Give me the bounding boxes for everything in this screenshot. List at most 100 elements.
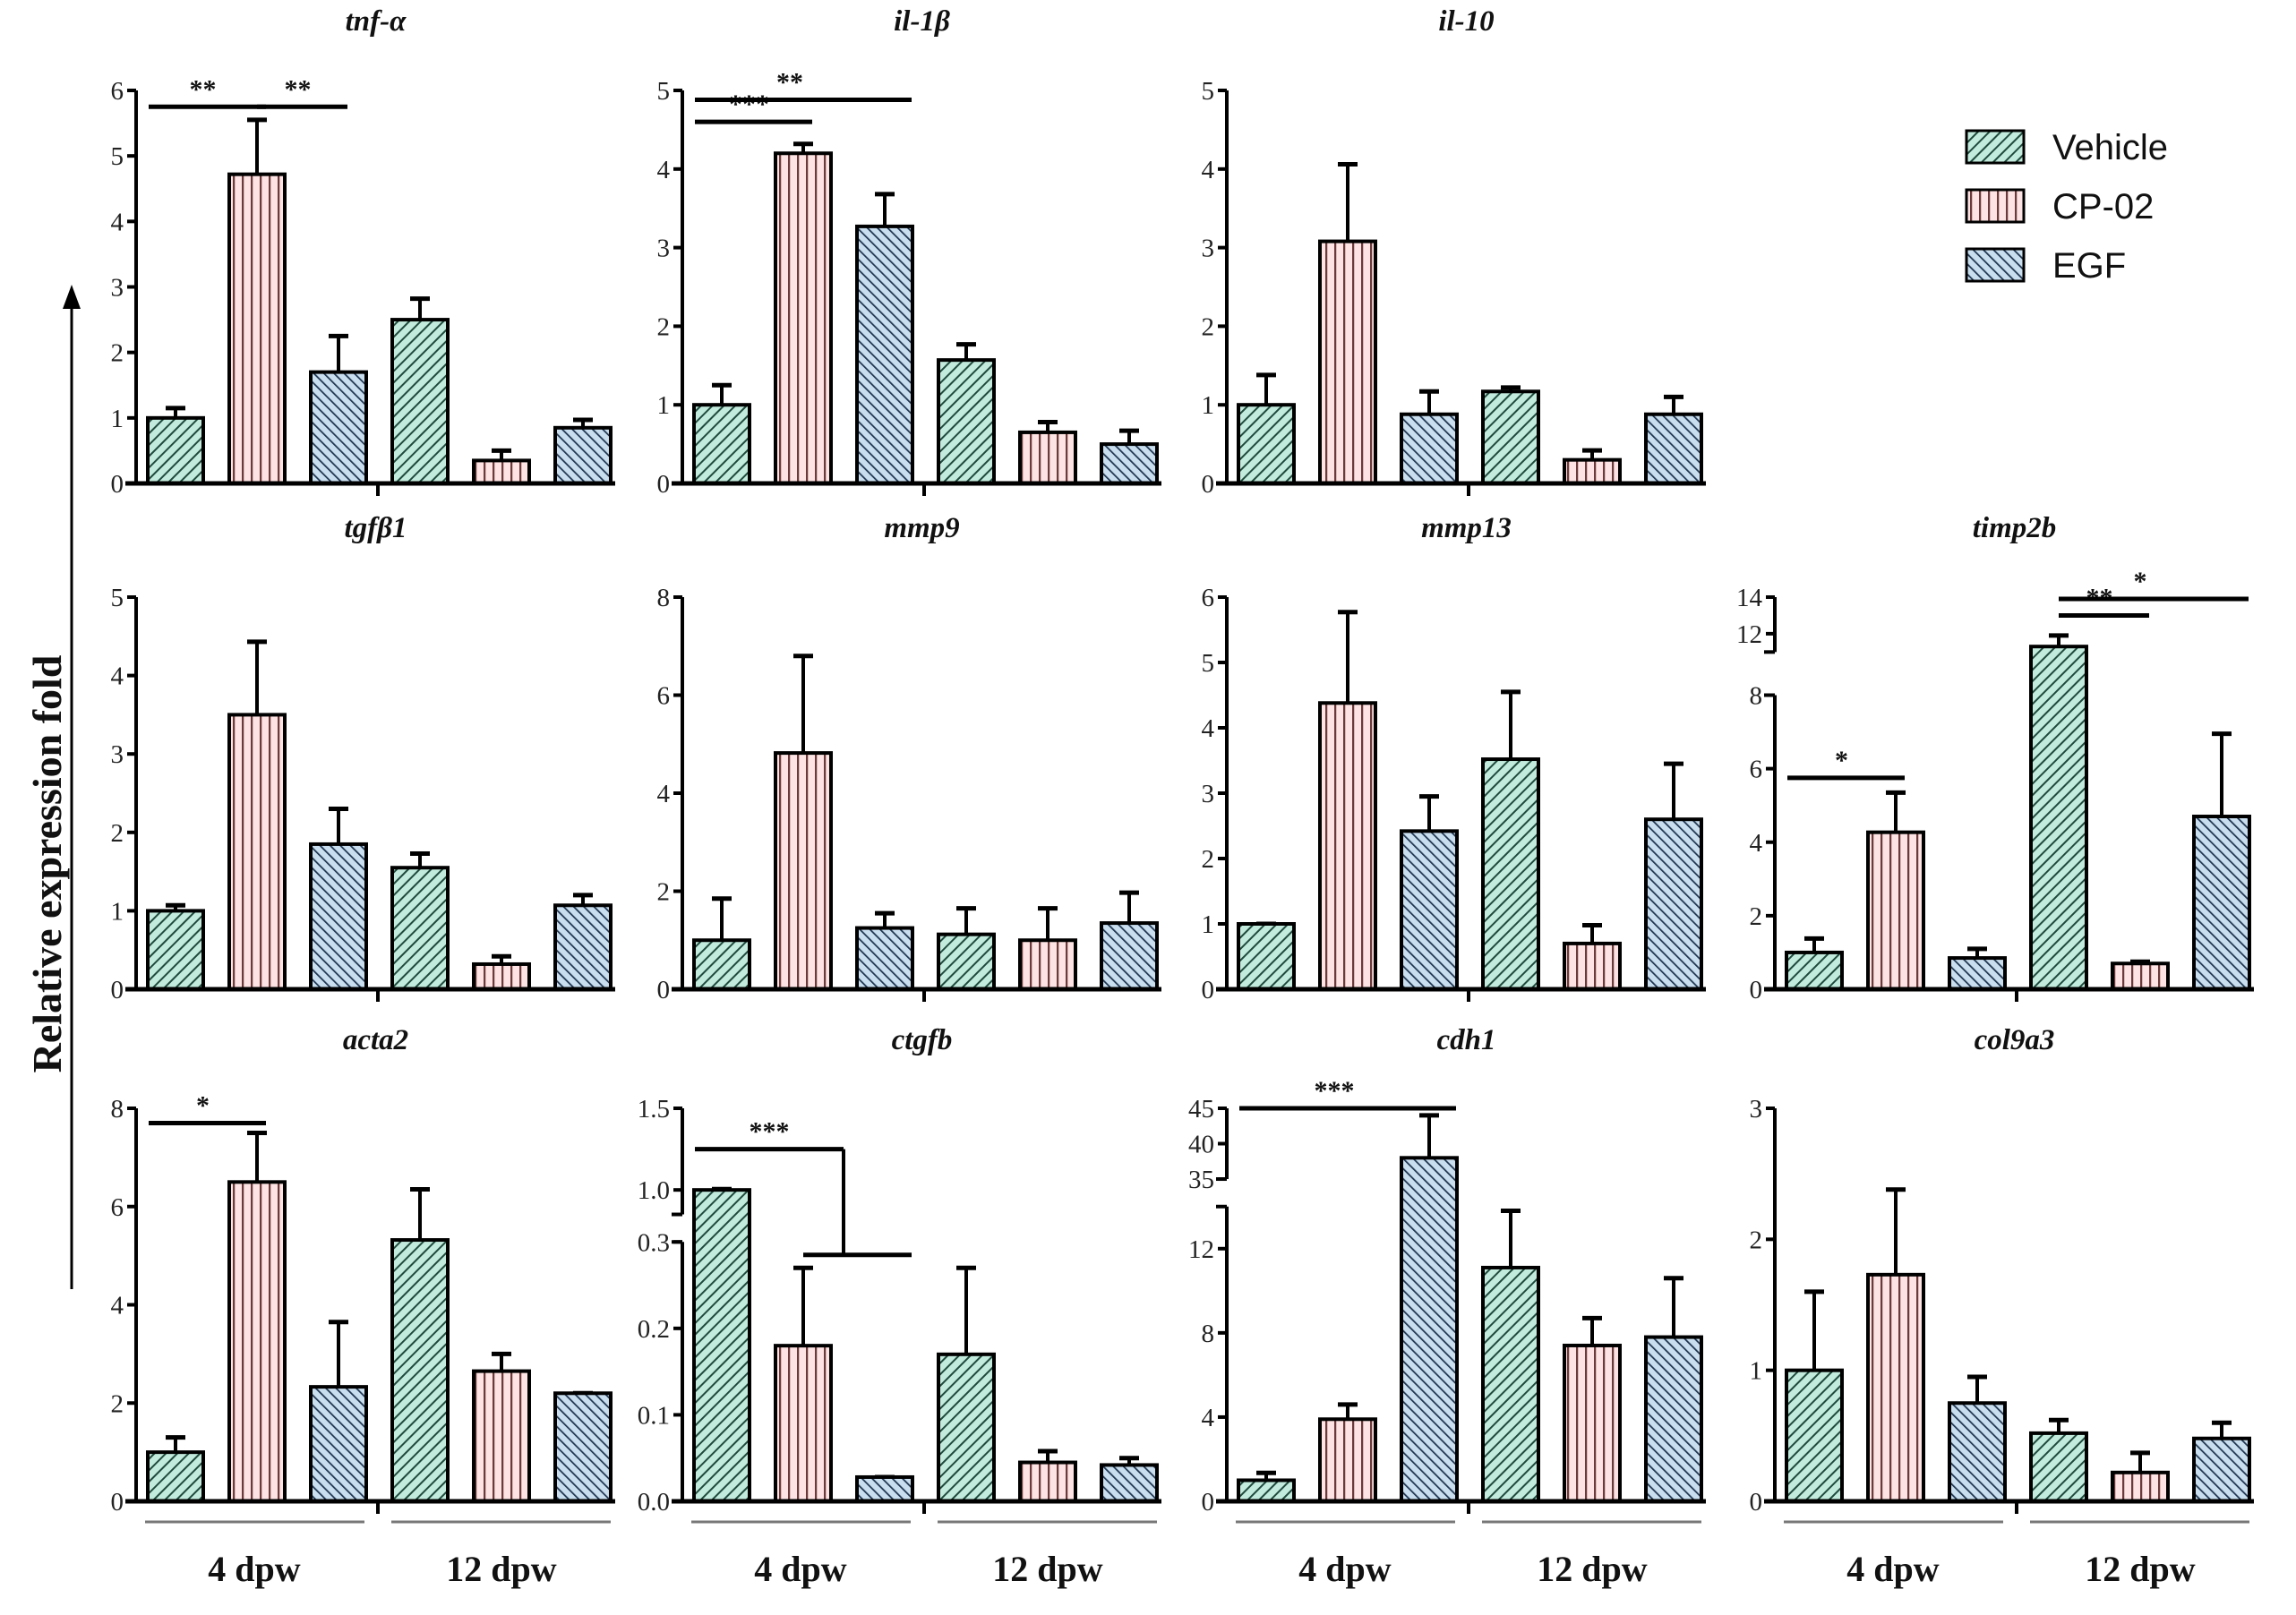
y-tick-label: 40 (1188, 1131, 1214, 1159)
bar-egf-4dpw (309, 370, 368, 485)
y-tick-label: 2 (1202, 312, 1215, 341)
panel-title: il-10 (1438, 5, 1494, 38)
y-tick-label: 3 (1750, 1095, 1763, 1124)
panel-mmp9: mmp9 0 2 4 6 8 (657, 512, 1161, 1004)
y-tick-label: 8 (1202, 1320, 1215, 1348)
bar-egf-4dpw (855, 1474, 914, 1504)
y-tick-label: 1.0 (638, 1176, 670, 1205)
bar-vehicle-12dpw (390, 318, 450, 486)
y-tick-label: 0 (111, 470, 124, 499)
y-tick-label: 4 (1202, 1404, 1215, 1432)
y-tick-label: 2 (657, 878, 671, 907)
y-tick-label: 4 (1750, 829, 1763, 858)
bar-vehicle-12dpw (1481, 757, 1540, 991)
y-tick-label: 5 (1202, 649, 1215, 678)
y-tick-label: 0 (657, 470, 671, 499)
bar-egf-12dpw (1100, 1463, 1159, 1503)
y-tick-label: 1 (1202, 391, 1215, 420)
bar-vehicle-4dpw (146, 1450, 205, 1503)
panel-acta2: acta2 0 2 4 6 8 * 4 dpw 12 dpw (111, 1024, 615, 1589)
panel-title: tgfβ1 (344, 512, 407, 544)
y-tick-label: 5 (657, 77, 671, 106)
legend-label-vehicle: Vehicle (2052, 128, 2168, 167)
y-tick-label: 8 (111, 1095, 124, 1124)
y-tick-label: 0 (1750, 1488, 1763, 1517)
panel-il10: il-10 0 1 2 3 4 5 (1202, 5, 1706, 499)
bar-cp02-4dpw (1866, 830, 1925, 992)
bar-egf-12dpw (1100, 442, 1159, 486)
legend: Vehicle CP-02 EGF (1965, 128, 2168, 286)
bar-cp02-4dpw (774, 1344, 833, 1503)
bar-vehicle-12dpw (390, 1238, 450, 1503)
bar-vehicle-12dpw (1481, 389, 1540, 485)
y-tick-label: 8 (657, 584, 671, 612)
y-tick-label: 2 (1202, 845, 1215, 874)
y-tick-label: 8 (1750, 682, 1763, 711)
y-tick-label: 3 (111, 274, 124, 303)
y-tick-label: 12 (1736, 620, 1762, 649)
panel-ctgfb: ctgfb 0.0 0.1 0.2 0.3 1.0 1.5 *** 4 dpw 12 dpw (638, 1024, 1161, 1589)
bar-egf-4dpw (309, 1385, 368, 1503)
y-tick-label: 1 (1202, 910, 1215, 939)
significance-label: * (196, 1090, 210, 1120)
bar-vehicle-4dpw (692, 1188, 751, 1503)
bar-egf-12dpw (553, 903, 613, 992)
bar-egf-12dpw (1644, 412, 1703, 485)
group-label-12dpw: 12 dpw (446, 1549, 556, 1589)
y-tick-label: 4 (111, 208, 124, 236)
y-tick-label: 0 (1750, 976, 1763, 1004)
bar-vehicle-12dpw (2029, 1431, 2088, 1503)
bar-egf-12dpw (1644, 817, 1703, 992)
bar-cp02-4dpw (227, 172, 287, 486)
bar-cp02-12dpw (2111, 1470, 2170, 1503)
bar-egf-4dpw (855, 224, 914, 485)
panel-title: cdh1 (1437, 1024, 1496, 1056)
significance-label: * (2134, 567, 2147, 596)
y-tick-label: 2 (111, 819, 124, 848)
panel-title: mmp13 (1421, 512, 1512, 544)
y-tick-label: 2 (111, 339, 124, 368)
bar-egf-4dpw (1948, 956, 2007, 992)
bar-cp02-4dpw (1318, 701, 1377, 991)
panel-tgf1: tgfβ1 0 1 2 3 4 5 (111, 512, 615, 1004)
panel-cdh1: cdh1 0 4 8 12 35 40 45 *** 4 dpw 12 dpw (1188, 1024, 1706, 1589)
group-label-4dpw: 4 dpw (754, 1549, 846, 1589)
y-tick-label: 4 (657, 780, 671, 808)
bar-cp02-4dpw (774, 751, 833, 991)
bar-egf-4dpw (1400, 1156, 1459, 1503)
y-tick-label: 6 (1750, 756, 1763, 784)
group-label-4dpw: 4 dpw (1298, 1549, 1391, 1589)
y-tick-label: 6 (111, 1193, 124, 1222)
y-tick-label: 1 (111, 405, 124, 433)
significance-label: ** (285, 74, 312, 104)
y-tick-label: 0 (657, 976, 671, 1004)
legend-label-egf: EGF (2052, 246, 2126, 286)
arrow-head-icon (63, 285, 81, 309)
bar-vehicle-12dpw (937, 932, 996, 992)
y-tick-label: 4 (1202, 156, 1215, 184)
bar-egf-4dpw (309, 842, 368, 991)
panel-mmp13: mmp13 0 1 2 3 4 5 6 (1202, 512, 1706, 1004)
bar-vehicle-4dpw (1237, 922, 1296, 991)
bar-egf-12dpw (2192, 815, 2251, 991)
y-tick-label: 4 (657, 156, 671, 184)
bar-cp02-4dpw (774, 151, 833, 486)
panel-title: col9a3 (1975, 1024, 2055, 1056)
bar-cp02-12dpw (1018, 430, 1077, 485)
y-tick-label: 5 (1202, 77, 1215, 106)
y-tick-label: 0 (1202, 1488, 1215, 1517)
bar-vehicle-4dpw (146, 909, 205, 992)
y-tick-label: 0 (1202, 976, 1215, 1004)
bar-vehicle-4dpw (1785, 950, 1844, 991)
y-tick-label: 0 (1202, 470, 1215, 499)
y-tick-label: 0.3 (638, 1228, 670, 1257)
bar-vehicle-12dpw (2029, 645, 2088, 991)
bar-egf-12dpw (553, 425, 613, 485)
y-tick-label: 4 (1202, 714, 1215, 743)
y-tick-label: 1.5 (638, 1095, 670, 1124)
bar-egf-4dpw (1400, 829, 1459, 992)
bar-egf-4dpw (855, 926, 914, 991)
bar-vehicle-12dpw (390, 866, 450, 991)
